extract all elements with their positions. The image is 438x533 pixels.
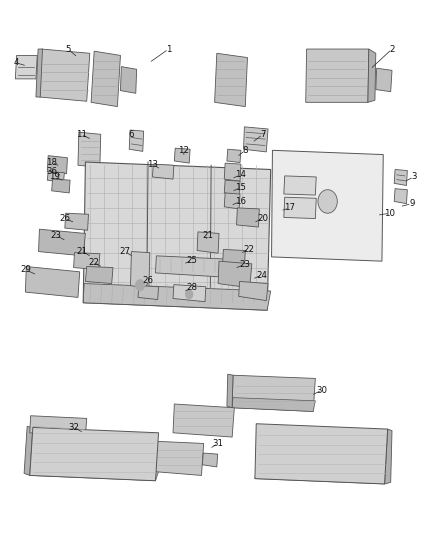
Text: 22: 22 xyxy=(88,258,100,266)
Polygon shape xyxy=(224,180,240,195)
Polygon shape xyxy=(284,176,316,195)
Text: 14: 14 xyxy=(234,171,246,179)
Text: 22: 22 xyxy=(243,245,254,254)
Text: 1: 1 xyxy=(166,45,171,53)
Text: 6: 6 xyxy=(129,130,134,139)
Polygon shape xyxy=(85,266,113,284)
Polygon shape xyxy=(131,252,150,288)
Polygon shape xyxy=(394,189,407,204)
Text: 23: 23 xyxy=(239,260,250,269)
Polygon shape xyxy=(232,398,315,411)
Text: 8: 8 xyxy=(243,146,248,155)
Polygon shape xyxy=(385,429,392,484)
Polygon shape xyxy=(30,416,87,436)
Text: 3: 3 xyxy=(411,173,417,181)
Text: 9: 9 xyxy=(409,199,414,208)
Polygon shape xyxy=(24,426,33,475)
Polygon shape xyxy=(223,249,245,269)
Text: 31: 31 xyxy=(212,439,224,448)
Polygon shape xyxy=(39,49,90,101)
Polygon shape xyxy=(227,374,233,408)
Polygon shape xyxy=(244,127,268,152)
Polygon shape xyxy=(394,169,407,185)
Polygon shape xyxy=(25,266,80,297)
Polygon shape xyxy=(202,453,218,467)
Text: 26: 26 xyxy=(142,276,154,285)
Text: 4: 4 xyxy=(14,59,19,67)
Polygon shape xyxy=(52,179,70,193)
Polygon shape xyxy=(30,427,159,481)
Polygon shape xyxy=(39,229,85,256)
Polygon shape xyxy=(237,208,259,227)
Polygon shape xyxy=(255,469,388,484)
Text: 23: 23 xyxy=(50,231,62,240)
Text: 10: 10 xyxy=(384,209,396,217)
Polygon shape xyxy=(284,197,316,219)
Text: 5: 5 xyxy=(65,45,71,53)
Polygon shape xyxy=(239,281,268,301)
Text: 7: 7 xyxy=(260,130,265,139)
Polygon shape xyxy=(47,156,67,174)
Polygon shape xyxy=(232,375,315,411)
Polygon shape xyxy=(36,49,42,97)
Text: 17: 17 xyxy=(283,204,295,212)
Polygon shape xyxy=(74,253,100,270)
Text: 13: 13 xyxy=(147,160,158,168)
Text: 24: 24 xyxy=(256,271,268,279)
Polygon shape xyxy=(155,441,204,475)
Text: 29: 29 xyxy=(20,265,31,274)
Text: 25: 25 xyxy=(186,256,198,264)
Polygon shape xyxy=(197,232,219,253)
Polygon shape xyxy=(224,163,241,181)
Circle shape xyxy=(136,280,145,290)
Polygon shape xyxy=(152,164,174,179)
Polygon shape xyxy=(47,172,64,182)
Text: 16: 16 xyxy=(234,197,246,206)
Polygon shape xyxy=(173,404,234,437)
Polygon shape xyxy=(227,149,241,163)
Polygon shape xyxy=(173,285,206,302)
Text: 32: 32 xyxy=(68,423,79,432)
Polygon shape xyxy=(376,68,392,92)
Text: 19: 19 xyxy=(49,173,60,181)
Polygon shape xyxy=(83,162,271,310)
Text: 21: 21 xyxy=(202,231,214,240)
Text: 21: 21 xyxy=(77,247,88,256)
Text: 28: 28 xyxy=(186,284,198,292)
Text: 18: 18 xyxy=(46,158,57,167)
Text: 2: 2 xyxy=(389,45,395,53)
Circle shape xyxy=(186,290,193,298)
Polygon shape xyxy=(120,67,137,93)
Polygon shape xyxy=(255,424,388,484)
Polygon shape xyxy=(138,286,159,300)
Polygon shape xyxy=(368,49,376,102)
Polygon shape xyxy=(224,193,240,209)
Text: 20: 20 xyxy=(257,214,268,223)
Polygon shape xyxy=(65,213,88,230)
Polygon shape xyxy=(15,55,37,79)
Text: 27: 27 xyxy=(119,247,131,256)
Polygon shape xyxy=(272,150,383,261)
Polygon shape xyxy=(91,51,120,107)
Text: 12: 12 xyxy=(177,146,189,155)
Polygon shape xyxy=(174,148,190,163)
Polygon shape xyxy=(306,49,369,102)
Text: 15: 15 xyxy=(234,183,246,192)
Text: 30: 30 xyxy=(316,386,328,394)
Polygon shape xyxy=(129,130,144,151)
Circle shape xyxy=(318,190,337,213)
Polygon shape xyxy=(78,132,101,167)
Text: 26: 26 xyxy=(59,214,71,223)
Polygon shape xyxy=(215,53,247,107)
Polygon shape xyxy=(155,256,225,277)
Text: 36: 36 xyxy=(46,167,57,176)
Text: 11: 11 xyxy=(75,130,87,139)
Polygon shape xyxy=(83,284,271,310)
Polygon shape xyxy=(30,466,159,481)
Polygon shape xyxy=(218,261,252,288)
